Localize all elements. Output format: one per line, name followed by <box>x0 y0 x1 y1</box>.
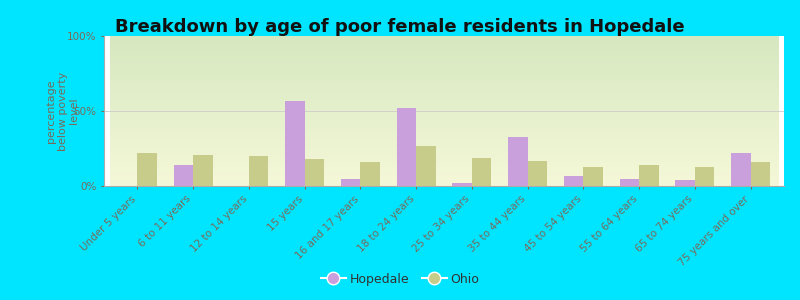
Bar <box>193 154 213 186</box>
Bar <box>416 146 436 186</box>
Bar <box>138 153 157 186</box>
Bar <box>731 153 750 186</box>
Bar <box>249 156 269 186</box>
Bar <box>564 176 583 186</box>
Y-axis label: percentage
below poverty
level: percentage below poverty level <box>46 71 79 151</box>
Bar <box>583 167 603 186</box>
Bar <box>341 178 360 186</box>
Bar <box>695 167 714 186</box>
Bar <box>452 183 472 186</box>
Bar <box>174 165 193 186</box>
Bar <box>285 100 305 186</box>
Bar <box>528 160 547 186</box>
Bar <box>397 108 416 186</box>
Bar <box>305 159 324 186</box>
Bar <box>750 162 770 186</box>
Bar <box>508 136 528 186</box>
Bar <box>675 180 695 186</box>
Bar <box>472 158 491 186</box>
Text: Breakdown by age of poor female residents in Hopedale: Breakdown by age of poor female resident… <box>115 18 685 36</box>
Bar <box>360 162 380 186</box>
Bar <box>639 165 658 186</box>
Bar <box>619 178 639 186</box>
Legend: Hopedale, Ohio: Hopedale, Ohio <box>316 268 484 291</box>
